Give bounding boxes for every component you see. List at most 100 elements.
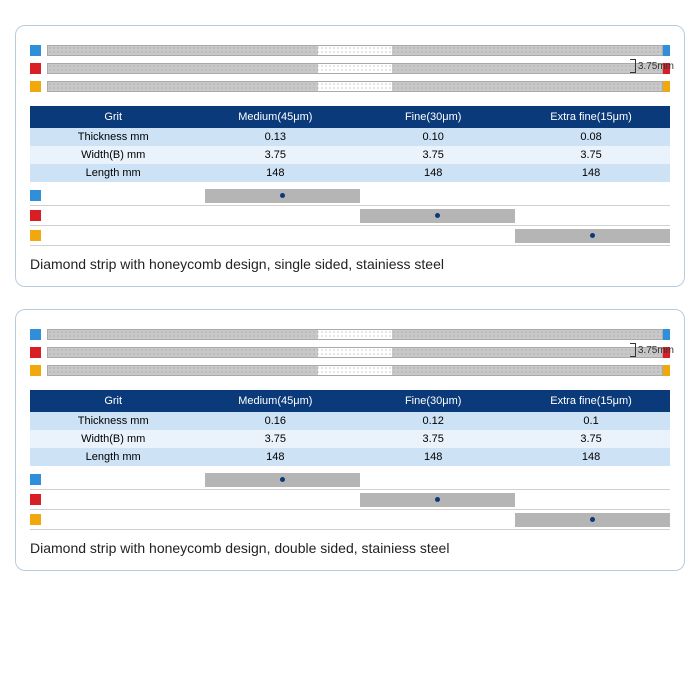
table-row-label: Length mm <box>30 451 196 463</box>
bar-row <box>30 510 670 530</box>
bar-track <box>41 493 670 507</box>
bar-row <box>30 226 670 246</box>
strip-body <box>47 329 663 340</box>
bar-marker <box>30 514 41 525</box>
strip-marker <box>30 45 41 56</box>
strip-row <box>30 328 670 341</box>
spec-table: GritMedium(45μm)Fine(30μm)Extra fine(15μ… <box>30 390 670 466</box>
strip-row <box>30 44 670 57</box>
dimension-label: 3.75mm <box>630 343 674 357</box>
strip-body <box>47 347 663 358</box>
strip-marker <box>30 329 41 340</box>
table-cell: 3.75 <box>354 149 512 161</box>
table-cell: 0.12 <box>354 415 512 427</box>
strip-body <box>47 45 663 56</box>
panel-caption: Diamond strip with honeycomb design, sin… <box>30 256 670 272</box>
strips-illustration: 3.75mm <box>30 328 670 384</box>
table-cell: 3.75 <box>196 433 354 445</box>
table-cell: 0.13 <box>196 131 354 143</box>
spec-table: GritMedium(45μm)Fine(30μm)Extra fine(15μ… <box>30 106 670 182</box>
grit-bars <box>30 186 670 246</box>
bar-row <box>30 490 670 510</box>
bar-dot <box>590 233 595 238</box>
table-cell: 148 <box>512 451 670 463</box>
bar-row <box>30 186 670 206</box>
table-cell: 148 <box>512 167 670 179</box>
strip-marker <box>30 347 41 358</box>
strip-marker <box>30 63 41 74</box>
bar-marker <box>30 494 41 505</box>
bar-fill <box>360 209 515 223</box>
strip-end <box>663 81 670 92</box>
table-cell: 3.75 <box>196 149 354 161</box>
strip-body <box>47 365 663 376</box>
table-header-cell: Medium(45μm) <box>196 395 354 407</box>
table-cell: 148 <box>196 167 354 179</box>
table-row-label: Width(B) mm <box>30 149 196 161</box>
product-panel: 3.75mm GritMedium(45μm)Fine(30μm)Extra fi… <box>15 25 685 287</box>
strip-body <box>47 81 663 92</box>
bar-track <box>41 473 670 487</box>
bar-fill <box>515 513 670 527</box>
table-cell: 0.10 <box>354 131 512 143</box>
table-cell: 0.08 <box>512 131 670 143</box>
bar-track <box>41 189 670 203</box>
table-row: Width(B) mm3.753.753.75 <box>30 430 670 448</box>
table-row-label: Length mm <box>30 167 196 179</box>
table-cell: 3.75 <box>512 433 670 445</box>
table-cell: 3.75 <box>512 149 670 161</box>
table-header-cell: Extra fine(15μm) <box>512 111 670 123</box>
strip-marker <box>30 365 41 376</box>
bar-marker <box>30 190 41 201</box>
dimension-text: 3.75mm <box>638 61 674 72</box>
bar-row <box>30 206 670 226</box>
bar-fill <box>360 493 515 507</box>
bar-fill <box>515 229 670 243</box>
bar-marker <box>30 230 41 241</box>
table-row: Thickness mm0.130.100.08 <box>30 128 670 146</box>
strip-row <box>30 364 670 377</box>
table-header-cell: Grit <box>30 111 196 123</box>
table-row: Thickness mm0.160.120.1 <box>30 412 670 430</box>
table-header-row: GritMedium(45μm)Fine(30μm)Extra fine(15μ… <box>30 106 670 128</box>
table-row-label: Width(B) mm <box>30 433 196 445</box>
dimension-label: 3.75mm <box>630 59 674 73</box>
table-row-label: Thickness mm <box>30 131 196 143</box>
table-row: Width(B) mm3.753.753.75 <box>30 146 670 164</box>
table-header-row: GritMedium(45μm)Fine(30μm)Extra fine(15μ… <box>30 390 670 412</box>
product-panel: 3.75mm GritMedium(45μm)Fine(30μm)Extra fi… <box>15 309 685 571</box>
bar-dot <box>435 497 440 502</box>
strips-illustration: 3.75mm <box>30 44 670 100</box>
bar-track <box>41 513 670 527</box>
table-cell: 148 <box>354 451 512 463</box>
table-cell: 148 <box>196 451 354 463</box>
bar-track <box>41 209 670 223</box>
bar-track <box>41 229 670 243</box>
table-header-cell: Grit <box>30 395 196 407</box>
table-header-cell: Fine(30μm) <box>354 111 512 123</box>
bar-marker <box>30 210 41 221</box>
table-cell: 0.16 <box>196 415 354 427</box>
strip-row <box>30 80 670 93</box>
table-cell: 3.75 <box>354 433 512 445</box>
strip-end <box>663 365 670 376</box>
table-cell: 0.1 <box>512 415 670 427</box>
table-row: Length mm148148148 <box>30 448 670 466</box>
dimension-text: 3.75mm <box>638 345 674 356</box>
bar-fill <box>205 473 360 487</box>
strip-end <box>663 45 670 56</box>
bar-dot <box>435 213 440 218</box>
strip-body <box>47 63 663 74</box>
bar-dot <box>280 477 285 482</box>
strip-row <box>30 62 670 75</box>
bar-dot <box>590 517 595 522</box>
grit-bars <box>30 470 670 530</box>
panel-caption: Diamond strip with honeycomb design, dou… <box>30 540 670 556</box>
bar-row <box>30 470 670 490</box>
bar-fill <box>205 189 360 203</box>
table-cell: 148 <box>354 167 512 179</box>
strip-end <box>663 329 670 340</box>
table-header-cell: Medium(45μm) <box>196 111 354 123</box>
strip-marker <box>30 81 41 92</box>
table-header-cell: Fine(30μm) <box>354 395 512 407</box>
